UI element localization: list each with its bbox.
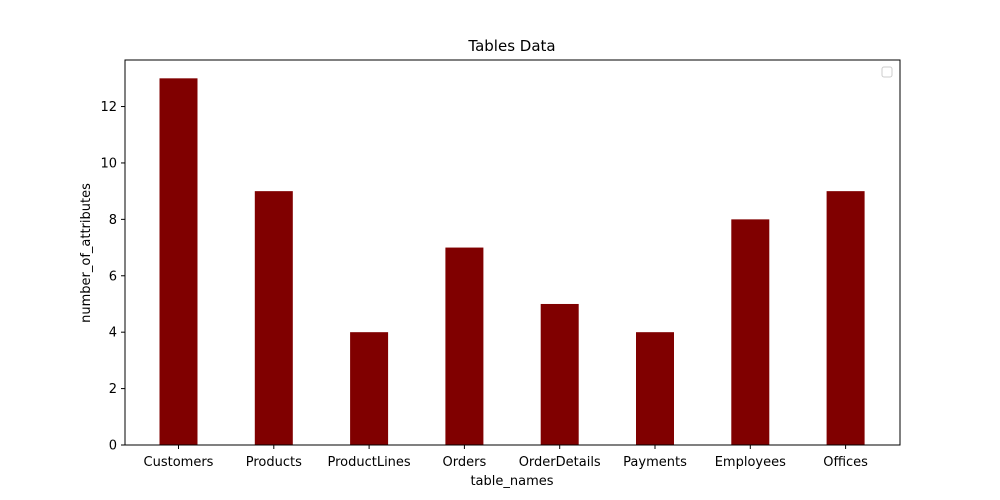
y-tick-label: 0 <box>109 439 117 454</box>
bar-payments <box>636 332 674 445</box>
x-tick-label: Products <box>246 455 302 470</box>
bar-orders <box>445 247 484 445</box>
y-tick-label: 12 <box>100 100 117 115</box>
y-axis: 0 2 4 6 8 10 12 <box>100 100 125 454</box>
y-tick-label: 4 <box>109 326 117 341</box>
bars-group <box>159 78 865 445</box>
legend-box[interactable] <box>881 66 893 78</box>
y-tick-label: 10 <box>100 156 117 171</box>
x-tick-label: Customers <box>144 455 214 470</box>
x-tick-label: OrderDetails <box>519 455 601 470</box>
x-tick-label: Employees <box>715 455 786 470</box>
plot-frame <box>124 59 901 446</box>
bar-productlines <box>350 332 389 445</box>
bar-offices <box>826 191 865 445</box>
x-tick-label: Payments <box>623 455 687 470</box>
x-tick-label: Offices <box>823 455 868 470</box>
bar-products <box>254 191 293 445</box>
y-tick-label: 8 <box>109 213 117 228</box>
x-tick-label: ProductLines <box>327 455 410 470</box>
bar-customers <box>159 78 198 445</box>
y-tick-label: 2 <box>109 382 117 397</box>
chart-title: Tables Data <box>467 37 555 55</box>
x-axis-title: table_names <box>470 474 553 489</box>
bar-orderdetails <box>540 303 579 445</box>
y-axis-title: number_of_attributes <box>79 183 94 323</box>
x-tick-label: Orders <box>443 455 487 470</box>
bar-employees <box>731 219 770 445</box>
x-axis: Customers Products ProductLines Orders Order… <box>144 445 868 470</box>
y-tick-label: 6 <box>109 269 117 284</box>
